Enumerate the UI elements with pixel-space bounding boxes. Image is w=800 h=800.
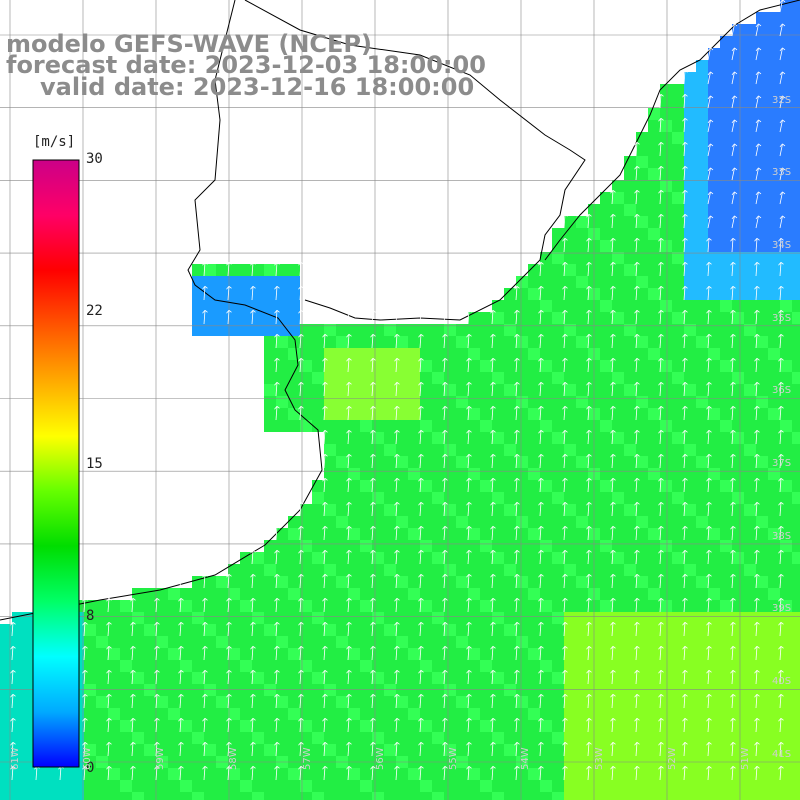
lat-label-33S: 33S (772, 167, 792, 178)
lat-label-34S: 34S (772, 240, 792, 251)
valid-date: valid date: 2023-12-16 18:00:00 (40, 73, 475, 101)
colorbar-tick-15: 15 (86, 456, 103, 472)
coastline-north (244, 0, 586, 321)
lon-label-60W: 60W (82, 747, 93, 770)
lon-label-56W: 56W (375, 747, 386, 770)
lat-label-40S: 40S (772, 676, 792, 687)
colorbar-ramp (32, 159, 80, 768)
lon-label-52W: 52W (667, 747, 678, 770)
colorbar-unit: [m/s] (33, 134, 76, 150)
lon-label-51W: 51W (740, 747, 751, 770)
lon-label-61W: 61W (10, 747, 21, 770)
lat-label-36S: 36S (772, 385, 792, 396)
lon-label-57W: 57W (302, 747, 313, 770)
coastline-east (544, 0, 800, 261)
lat-label-35S: 35S (772, 313, 792, 324)
colorbar-tick-30: 30 (86, 151, 103, 167)
wind-vectors (10, 0, 786, 781)
lat-label-37S: 37S (772, 458, 792, 469)
lat-label-39S: 39S (772, 603, 792, 614)
colorbar-tick-8: 8 (86, 608, 95, 624)
lat-label-38S: 38S (772, 531, 792, 542)
lat-label-41S: 41S (772, 749, 792, 760)
lon-label-53W: 53W (594, 747, 605, 770)
lon-label-58W: 58W (228, 747, 239, 770)
forecast-date: forecast date: 2023-12-03 18:00:00 (6, 51, 486, 79)
colorbar-tick-22: 22 (86, 303, 103, 319)
lon-label-55W: 55W (448, 747, 459, 770)
coastline (0, 0, 323, 621)
colorbar (32, 159, 80, 768)
model-title: modelo GEFS-WAVE (NCEP) (6, 30, 372, 58)
lon-label-59W: 59W (155, 747, 166, 770)
lat-label-32S: 32S (772, 95, 792, 106)
lon-label-54W: 54W (520, 747, 531, 770)
colorbar-tick-0: 0 (86, 760, 95, 776)
